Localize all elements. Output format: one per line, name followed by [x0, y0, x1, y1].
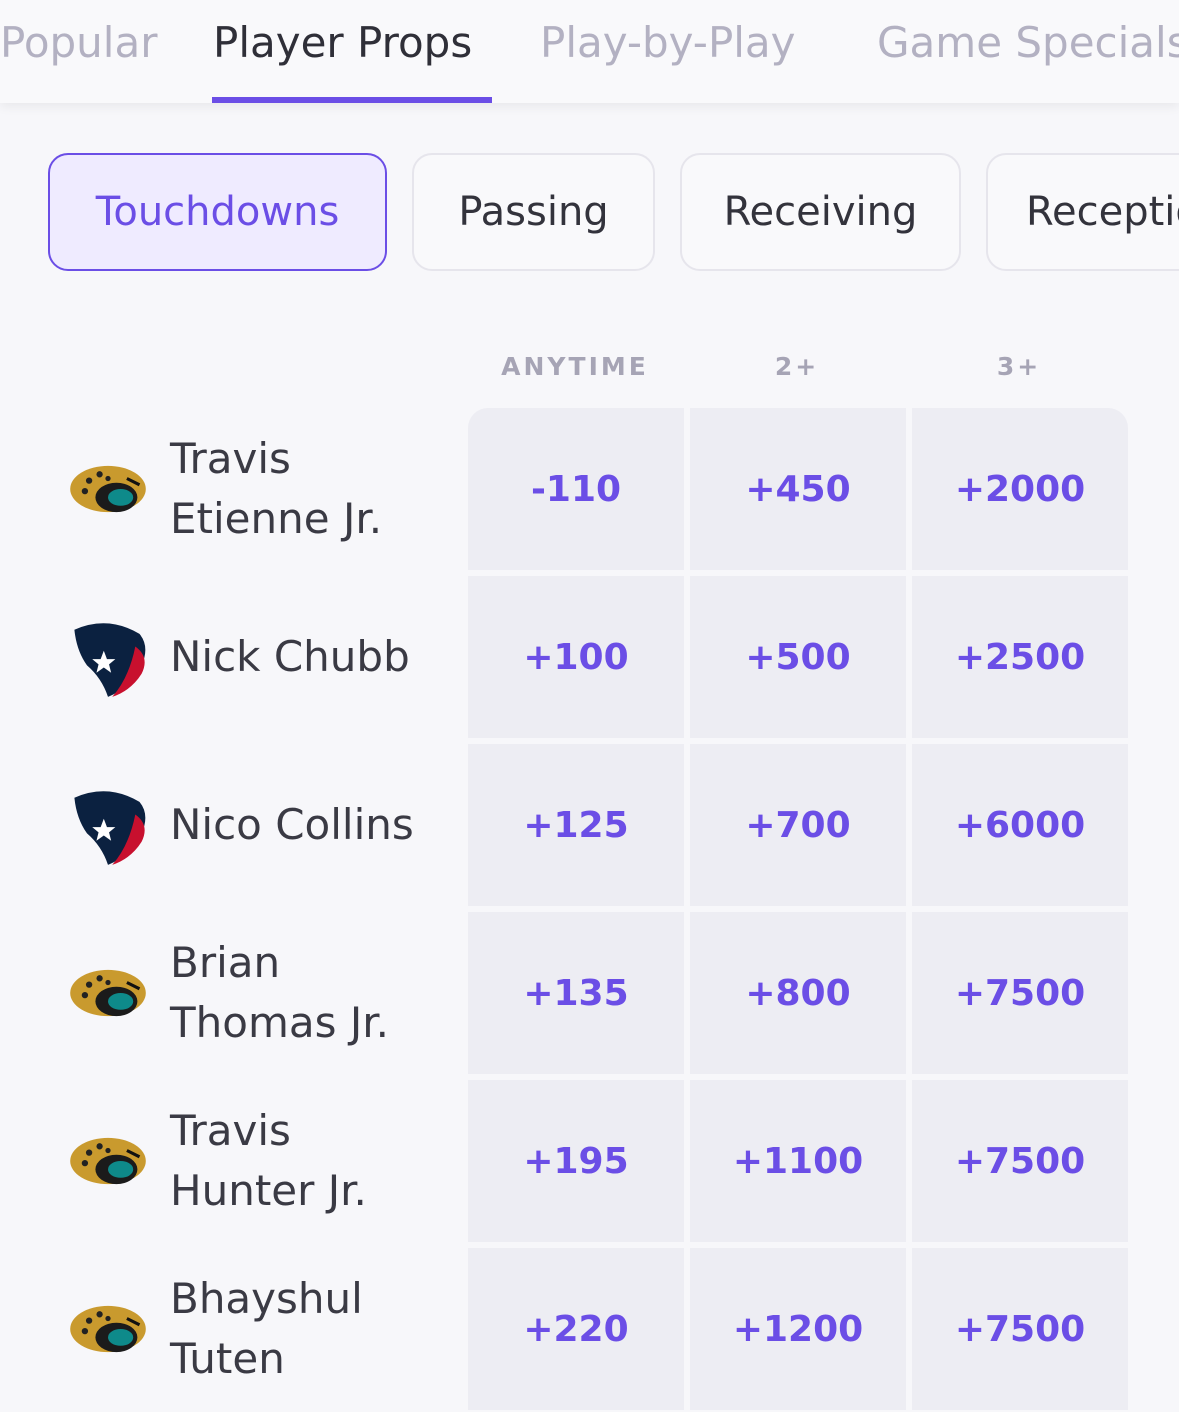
tab-indicator	[212, 97, 492, 103]
column-header: ANYTIME	[501, 352, 649, 381]
chip[interactable]: Receptions	[986, 153, 1179, 271]
team-logo	[74, 791, 146, 865]
player-name: Brian Thomas Jr.	[170, 912, 420, 1074]
odds-button[interactable]: +1100	[690, 1080, 906, 1242]
odds-button[interactable]: +125	[468, 744, 684, 906]
odds-button[interactable]: +7500	[912, 912, 1128, 1074]
player-name: Bhayshul Tuten	[170, 1248, 420, 1410]
player-name: Nick Chubb	[170, 576, 420, 738]
player-name: Nico Collins	[170, 744, 420, 906]
chip-active[interactable]: Touchdowns	[48, 153, 387, 271]
team-logo	[70, 1305, 146, 1353]
player-name-line: Tuten	[170, 1334, 285, 1383]
odds-button[interactable]: +100	[468, 576, 684, 738]
player-name-line: Travis	[170, 434, 291, 483]
odds-button[interactable]: +7500	[912, 1080, 1128, 1242]
player-name-line: Etienne Jr.	[170, 494, 383, 543]
odds-button[interactable]: +2500	[912, 576, 1128, 738]
player-name-line: Brian	[170, 938, 281, 987]
column-header: 3+	[996, 352, 1042, 381]
player-name: Travis Etienne Jr.	[170, 408, 420, 570]
odds-button[interactable]: +7500	[912, 1248, 1128, 1410]
odds-button[interactable]: +700	[690, 744, 906, 906]
chip[interactable]: Receiving	[680, 153, 961, 271]
odds-button[interactable]: +220	[468, 1248, 684, 1410]
odds-button[interactable]: +450	[690, 408, 906, 570]
odds-button[interactable]: +1200	[690, 1248, 906, 1410]
player-name-line: Nick Chubb	[170, 632, 410, 681]
odds-button[interactable]: +6000	[912, 744, 1128, 906]
team-logo	[70, 465, 146, 513]
tab[interactable]: Game Specials	[877, 18, 1179, 67]
player-name-line: Nico Collins	[170, 800, 414, 849]
tab-bar: Popular Player Props Play-by-Play Game S…	[0, 0, 1179, 103]
player-name-line: Bhayshul	[170, 1274, 363, 1323]
tab-active[interactable]: Player Props	[213, 18, 473, 67]
odds-button[interactable]: +135	[468, 912, 684, 1074]
team-logo	[70, 969, 146, 1017]
odds-button[interactable]: +500	[690, 576, 906, 738]
column-header: 2+	[774, 352, 820, 381]
odds-button[interactable]: -110	[468, 408, 684, 570]
odds-button[interactable]: +2000	[912, 408, 1128, 570]
tab[interactable]: Play-by-Play	[540, 18, 796, 67]
team-logo	[70, 1137, 146, 1185]
odds-button[interactable]: +800	[690, 912, 906, 1074]
tab[interactable]: Popular	[0, 18, 158, 67]
odds-button[interactable]: +195	[468, 1080, 684, 1242]
player-name-line: Thomas Jr.	[170, 998, 390, 1047]
team-logo	[74, 623, 146, 697]
chip[interactable]: Passing	[412, 153, 655, 271]
player-name-line: Hunter Jr.	[170, 1166, 367, 1215]
player-name-line: Travis	[170, 1106, 291, 1155]
player-name: Travis Hunter Jr.	[170, 1080, 420, 1242]
